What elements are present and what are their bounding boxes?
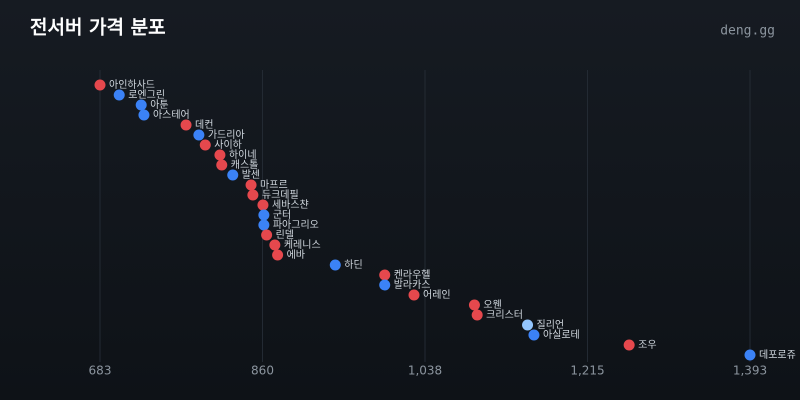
brand: deng.gg bbox=[720, 24, 775, 39]
dot-label: 크리스터 bbox=[486, 309, 523, 321]
dot bbox=[227, 169, 239, 181]
dot bbox=[528, 329, 540, 341]
dot bbox=[329, 259, 341, 271]
dot-label: 켄라우헬 bbox=[394, 269, 431, 281]
dot-label: 케레니스 bbox=[284, 239, 321, 251]
x-tick-label: 1,215 bbox=[570, 364, 604, 378]
dot-label: 아스테어 bbox=[153, 109, 190, 121]
dot bbox=[216, 159, 228, 171]
dot-label: 데컨 bbox=[195, 119, 213, 131]
dot-label: 에바 bbox=[287, 249, 305, 261]
dot bbox=[258, 219, 270, 231]
dot-label: 린델 bbox=[276, 229, 294, 241]
dot-label: 마프르 bbox=[260, 179, 288, 191]
dot bbox=[408, 289, 420, 301]
dot-label: 로엔그린 bbox=[128, 89, 165, 101]
dot bbox=[94, 79, 106, 91]
dot-label: 아툰 bbox=[150, 99, 168, 111]
dot-label: 발센 bbox=[242, 169, 260, 181]
dot-label: 하이네 bbox=[229, 148, 257, 161]
dot-label: 세바스챤 bbox=[272, 199, 309, 211]
dot bbox=[261, 229, 273, 241]
dot-label: 오웬 bbox=[483, 298, 501, 311]
x-tick-label: 1,393 bbox=[733, 364, 767, 378]
dot bbox=[379, 269, 391, 281]
dot bbox=[471, 309, 483, 321]
dot bbox=[468, 299, 480, 311]
x-tick-label: 1,038 bbox=[408, 364, 442, 378]
dot-label: 군터 bbox=[273, 209, 291, 221]
dot bbox=[257, 199, 269, 211]
dot-label: 조우 bbox=[638, 339, 656, 351]
dot bbox=[269, 239, 281, 251]
dot bbox=[138, 109, 150, 121]
chart-title: 전서버 가격 분포 bbox=[30, 17, 166, 39]
dot bbox=[193, 129, 205, 141]
dot-label: 가드리아 bbox=[208, 129, 245, 141]
dot-label: 사이하 bbox=[214, 138, 242, 151]
x-tick-label: 860 bbox=[251, 364, 274, 378]
dot bbox=[623, 339, 635, 351]
dot bbox=[180, 119, 192, 131]
dot-label: 듀크데필 bbox=[262, 189, 299, 201]
dot bbox=[199, 139, 211, 151]
dot bbox=[245, 179, 257, 191]
dot-label: 아실로테 bbox=[543, 329, 580, 341]
x-tick-label: 683 bbox=[89, 364, 112, 378]
dot-label: 데포로쥬 bbox=[759, 349, 796, 361]
dot-label: 질리언 bbox=[537, 319, 565, 331]
dot bbox=[379, 279, 391, 291]
dot bbox=[744, 349, 756, 361]
dot-label: 캐스톨 bbox=[231, 159, 259, 171]
dot bbox=[272, 249, 284, 261]
dot bbox=[113, 89, 125, 101]
dot-label: 어레인 bbox=[423, 289, 451, 301]
dot-label: 발라카스 bbox=[394, 279, 431, 291]
dot bbox=[522, 319, 534, 331]
dot-label: 하딘 bbox=[344, 258, 362, 271]
dot bbox=[258, 209, 270, 221]
dot bbox=[247, 189, 259, 201]
dot-label: 파아그리오 bbox=[273, 219, 319, 231]
dot bbox=[135, 99, 147, 111]
dot bbox=[214, 149, 226, 161]
dot-label: 아인하사드 bbox=[109, 78, 155, 91]
